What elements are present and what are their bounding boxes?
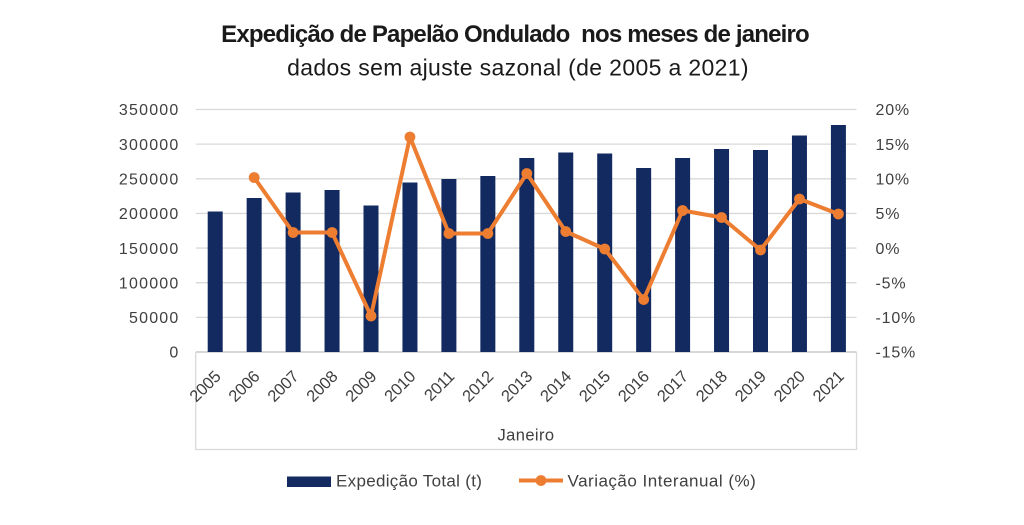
svg-text:-5%: -5% [876, 275, 907, 292]
svg-text:-10%: -10% [876, 310, 917, 327]
svg-text:0: 0 [169, 345, 179, 362]
svg-text:dados sem ajuste sazonal (de 2: dados sem ajuste sazonal (de 2005 a 2021… [287, 55, 749, 81]
svg-text:250000: 250000 [119, 171, 180, 188]
svg-text:10%: 10% [876, 171, 910, 188]
svg-text:Expedição Total (t): Expedição Total (t) [336, 472, 482, 491]
svg-text:-15%: -15% [876, 345, 917, 362]
svg-text:50000: 50000 [129, 310, 180, 327]
svg-text:300000: 300000 [119, 137, 180, 154]
svg-text:5%: 5% [876, 206, 901, 223]
svg-text:0%: 0% [876, 241, 901, 258]
svg-text:150000: 150000 [119, 241, 180, 258]
svg-text:350000: 350000 [119, 102, 180, 119]
svg-text:200000: 200000 [119, 206, 180, 223]
svg-text:15%: 15% [876, 137, 910, 154]
svg-text:20%: 20% [876, 102, 910, 119]
svg-text:Expedição de Papelão Ondulado: Expedição de Papelão Ondulado nos meses … [221, 21, 809, 48]
svg-text:100000: 100000 [119, 275, 180, 292]
svg-text:Janeiro: Janeiro [498, 427, 555, 445]
svg-text:Variação Interanual (%): Variação Interanual (%) [568, 472, 757, 491]
